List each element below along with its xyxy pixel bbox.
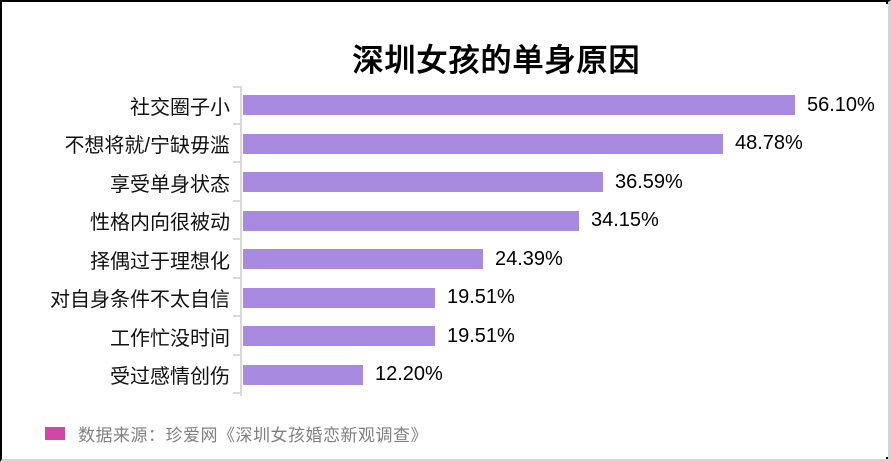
category-label: 性格内向很被动: [90, 212, 230, 235]
bar: [243, 210, 579, 231]
bar-row: 择偶过于理想化 24.39%: [2, 240, 888, 279]
axis-tick: [233, 392, 242, 394]
bar-track: 34.15%: [243, 209, 888, 232]
bar-row: 不想将就/宁缺毋滥 48.78%: [2, 125, 888, 164]
category-label: 不想将就/宁缺毋滥: [64, 135, 230, 158]
category-label: 工作忙没时间: [110, 327, 230, 350]
value-label: 19.51%: [447, 324, 515, 347]
category-label: 对自身条件不太自信: [50, 289, 230, 312]
bar-track: 19.51%: [243, 286, 888, 309]
bar: [243, 364, 363, 385]
value-label: 48.78%: [735, 132, 803, 155]
axis-tick: [233, 161, 242, 163]
axis-tick: [233, 86, 242, 88]
bar-row: 受过感情创伤 12.20%: [2, 356, 888, 395]
chart-title: 深圳女孩的单身原因: [352, 43, 641, 78]
y-axis-ticks: [233, 86, 242, 396]
category-label: 享受单身状态: [110, 173, 230, 196]
bar: [243, 326, 435, 347]
bar: [243, 249, 483, 270]
bar-row: 工作忙没时间 19.51%: [2, 317, 888, 356]
bar-row: 享受单身状态 36.59%: [2, 163, 888, 202]
category-label: 社交圈子小: [130, 96, 230, 119]
axis-tick: [233, 123, 242, 125]
bar-row: 社交圈子小 56.10%: [2, 86, 888, 125]
bar-track: 48.78%: [243, 132, 888, 155]
value-label: 56.10%: [807, 93, 875, 116]
value-label: 19.51%: [447, 286, 515, 309]
bar-track: 19.51%: [243, 325, 888, 348]
category-label: 择偶过于理想化: [90, 250, 230, 273]
bar: [243, 172, 603, 193]
bar: [243, 95, 795, 116]
category-label: 受过感情创伤: [110, 366, 230, 389]
bar-track: 12.20%: [243, 363, 888, 386]
source-legend: 数据来源：珍爱网《深圳女孩婚恋新观调查》: [45, 421, 428, 446]
y-axis-line: [240, 86, 242, 396]
axis-tick: [233, 200, 242, 202]
axis-tick: [233, 315, 242, 317]
source-text: 数据来源：珍爱网《深圳女孩婚恋新观调查》: [78, 426, 428, 445]
bar-row: 对自身条件不太自信 19.51%: [2, 279, 888, 318]
frame-corner-mark: [886, 2, 888, 4]
value-label: 34.15%: [591, 209, 659, 232]
axis-tick: [233, 277, 242, 279]
axis-tick: [233, 354, 242, 356]
legend-swatch: [45, 427, 65, 440]
bar-rows: 社交圈子小 56.10% 不想将就/宁缺毋滥 48.78% 享受单身状态 36.59% 性格…: [2, 86, 888, 394]
bar: [243, 133, 723, 154]
bar-chart-plot: 社交圈子小 56.10% 不想将就/宁缺毋滥 48.78% 享受单身状态 36.59% 性格…: [2, 86, 888, 396]
bar-row: 性格内向很被动 34.15%: [2, 202, 888, 241]
value-label: 12.20%: [375, 363, 443, 386]
bar-track: 56.10%: [243, 94, 888, 117]
frame-corner-mark: [886, 457, 888, 459]
bar-track: 36.59%: [243, 171, 888, 194]
bar: [243, 287, 435, 308]
bar-track: 24.39%: [243, 248, 888, 271]
value-label: 36.59%: [615, 170, 683, 193]
axis-tick: [233, 238, 242, 240]
value-label: 24.39%: [495, 247, 563, 270]
